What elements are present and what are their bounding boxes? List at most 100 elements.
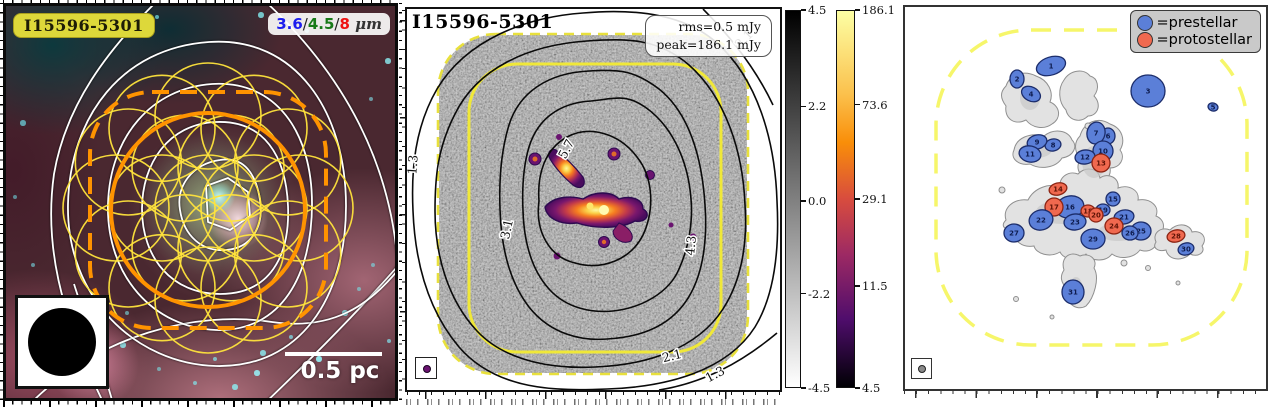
colorbar-tick: 73.6 (855, 97, 888, 112)
core-ellipse (1104, 217, 1124, 235)
core-29-prestellar: 29 (1080, 228, 1106, 250)
tick-mark (801, 387, 806, 389)
legend-color-dot (1136, 15, 1153, 31)
colorbar-tick: -2.2 (801, 286, 831, 301)
core-number: 16 (1065, 203, 1075, 211)
black-contours (411, 9, 779, 390)
mosaic-pointing-circle (200, 154, 308, 262)
beam-inset-box (415, 357, 437, 379)
beam-inset-box (911, 358, 932, 379)
core-number: 31 (1068, 288, 1078, 296)
tick-mark (855, 9, 860, 11)
mosaic-pointing-circle (200, 74, 308, 183)
coverage-dashed-yellow (436, 32, 750, 376)
colorbar-tick: 11.5 (855, 279, 888, 293)
core-number: 1 (1049, 62, 1054, 70)
core-number: 29 (1088, 235, 1098, 243)
core-24-protostellar: 24 (1104, 217, 1124, 235)
legend-color-dot (1136, 32, 1153, 48)
tick-mark (855, 198, 860, 200)
band-4.5: 4.5 (307, 15, 335, 33)
tick-mark (801, 292, 806, 295)
core-ellipse (1166, 229, 1186, 243)
mosaic-pointing-circle (74, 200, 183, 308)
tick-mark (855, 285, 860, 287)
colorbar-tick: 4.5 (801, 3, 827, 17)
middle-panel-bottom-ticks (406, 392, 781, 399)
map-title: I15596-5301 (412, 11, 554, 33)
colorbar-inferno-labels: 186.1 73.6 29.1 11.5 4.5 (855, 3, 897, 395)
rms-peak-info-box: rms=0.5 mJy peak=186.1 mJy (645, 15, 772, 58)
mosaic-pointing-circle (200, 233, 308, 342)
cut-off-axis-labels (406, 399, 781, 405)
core-type-legend: =prestellar =protostellar (1129, 10, 1261, 53)
core-28-protostellar: 28 (1166, 229, 1186, 243)
core-ellipse (1080, 228, 1106, 250)
mosaic-pointing-circle (108, 74, 216, 183)
core-ellipse (1018, 145, 1042, 163)
core-number: 9 (1035, 138, 1040, 146)
legend-item: =protostellar (1136, 32, 1252, 48)
panel-rgb-composite: I15596-5301 3.6/4.5/8 μm 0.5 pc (3, 3, 398, 401)
core-ellipse (1177, 242, 1195, 256)
beam-inset-box (15, 295, 109, 389)
core-number: 25 (1136, 227, 1146, 235)
peak-value: peak=186.1 mJy (656, 37, 761, 53)
core-12-prestellar: 12 (1074, 149, 1096, 165)
tick-label: 4.5 (808, 3, 827, 17)
core-14-protostellar: 14 (1048, 182, 1068, 196)
beam-ellipse (918, 365, 926, 373)
core-26-prestellar: 26 (1121, 225, 1139, 241)
core-number: 19 (1098, 206, 1108, 214)
core-27-prestellar: 27 (1003, 223, 1025, 243)
contour-label: 3.1 (497, 218, 516, 241)
tick-label: -2.2 (808, 286, 831, 301)
core-ellipse (1009, 69, 1025, 89)
colorbar-tick: 186.1 (855, 3, 895, 17)
source-name-badge: I15596-5301 (13, 13, 155, 38)
core-2-prestellar: 2 (1009, 69, 1025, 89)
rms-value: rms=0.5 mJy (678, 19, 762, 34)
colorbar-grayscale (785, 10, 801, 388)
core-7-prestellar: 7 (1086, 121, 1106, 145)
core-number: 14 (1053, 185, 1063, 193)
core-number: 7 (1094, 129, 1099, 137)
core-23-prestellar: 23 (1063, 213, 1087, 231)
tick-label: 73.6 (862, 97, 888, 112)
colorbar-tick: 2.2 (801, 99, 827, 114)
wavelength-bands-badge: 3.6/4.5/8 μm (268, 13, 390, 35)
core-ellipse (1035, 55, 1067, 77)
inner-solid-yellow-contour (467, 62, 723, 354)
core-ellipse (1048, 182, 1068, 196)
panel-core-positions: 1 2 3 4 5 6 7 8 9 10 11 12 13 14 15 16 17 18 19 20 21 22 23 24 2… (903, 5, 1268, 391)
core-20-protostellar: 20 (1088, 207, 1104, 223)
core-ellipse (1044, 138, 1062, 152)
legend-item: =prestellar (1136, 15, 1253, 31)
contour-label: 2.1 (660, 346, 683, 365)
core-1-prestellar: 1 (1035, 55, 1067, 77)
field-circle-orange (109, 111, 307, 309)
panel-continuum-map: 1.33.15.72.14.32.11.3 I15596-5301 rms=0.… (405, 7, 782, 392)
left-panel-bottom-ticks (3, 401, 398, 407)
contour-label: 4.3 (682, 235, 699, 256)
core-ellipse (1130, 74, 1166, 108)
core-ellipse (1063, 213, 1087, 231)
core-ellipse (1028, 209, 1054, 231)
beam-ellipse (28, 308, 96, 376)
right-panel-bottom-ticks (904, 391, 1267, 398)
core-31-prestellar: 31 (1061, 279, 1085, 305)
tick-label: 2.2 (808, 99, 827, 114)
tick-mark (801, 105, 806, 108)
core-ellipse (1105, 191, 1121, 207)
core-5-prestellar: 5 (1207, 102, 1219, 112)
core-number: 17 (1049, 203, 1059, 211)
mosaic-pointing-circles (62, 62, 354, 354)
core-number: 2 (1015, 75, 1020, 83)
continuum-map-svg: 1.33.15.72.14.32.11.3 (407, 9, 779, 390)
core-number: 18 (1083, 207, 1093, 215)
scale-bar-line (285, 352, 382, 356)
core-22-prestellar: 22 (1028, 209, 1054, 231)
core-ellipse (1121, 225, 1139, 241)
